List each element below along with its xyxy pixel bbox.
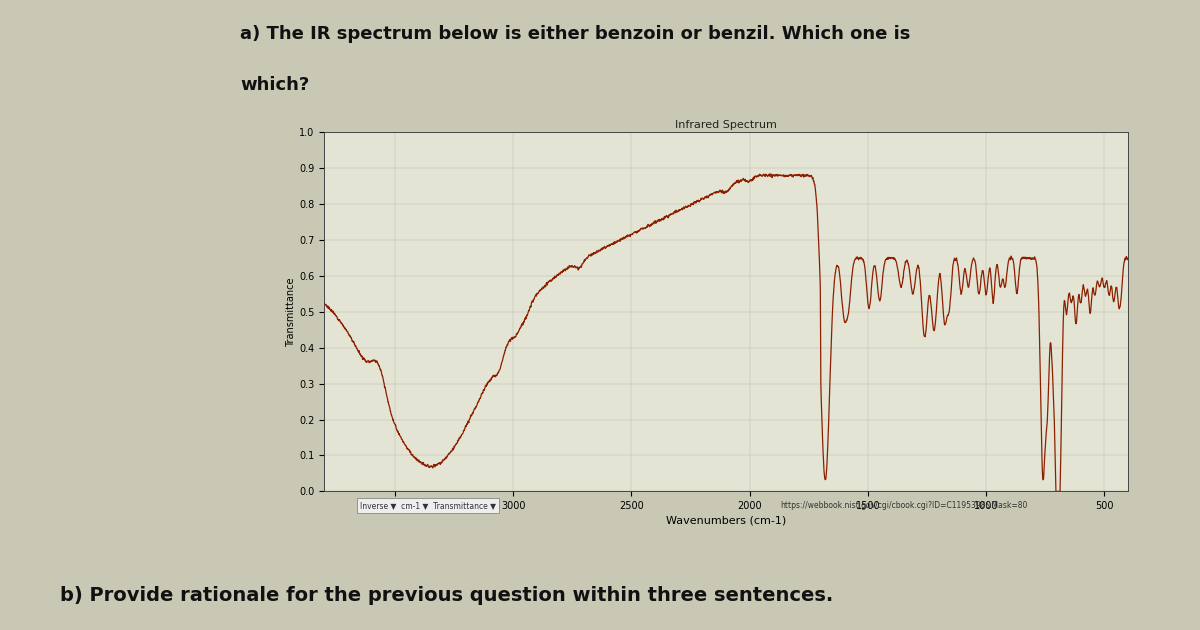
Text: https://webbook.nist.gov/cgi/cbook.cgi?ID=C1195398&Mask=80: https://webbook.nist.gov/cgi/cbook.cgi?I… xyxy=(780,501,1027,510)
Text: Inverse ▼  cm-1 ▼  Transmittance ▼: Inverse ▼ cm-1 ▼ Transmittance ▼ xyxy=(360,501,496,510)
Title: Infrared Spectrum: Infrared Spectrum xyxy=(676,120,776,130)
Text: which?: which? xyxy=(240,76,310,94)
Text: b) Provide rationale for the previous question within three sentences.: b) Provide rationale for the previous qu… xyxy=(60,586,833,605)
Y-axis label: Transmittance: Transmittance xyxy=(286,277,296,346)
X-axis label: Wavenumbers (cm-1): Wavenumbers (cm-1) xyxy=(666,515,786,525)
Text: a) The IR spectrum below is either benzoin or benzil. Which one is: a) The IR spectrum below is either benzo… xyxy=(240,25,911,43)
